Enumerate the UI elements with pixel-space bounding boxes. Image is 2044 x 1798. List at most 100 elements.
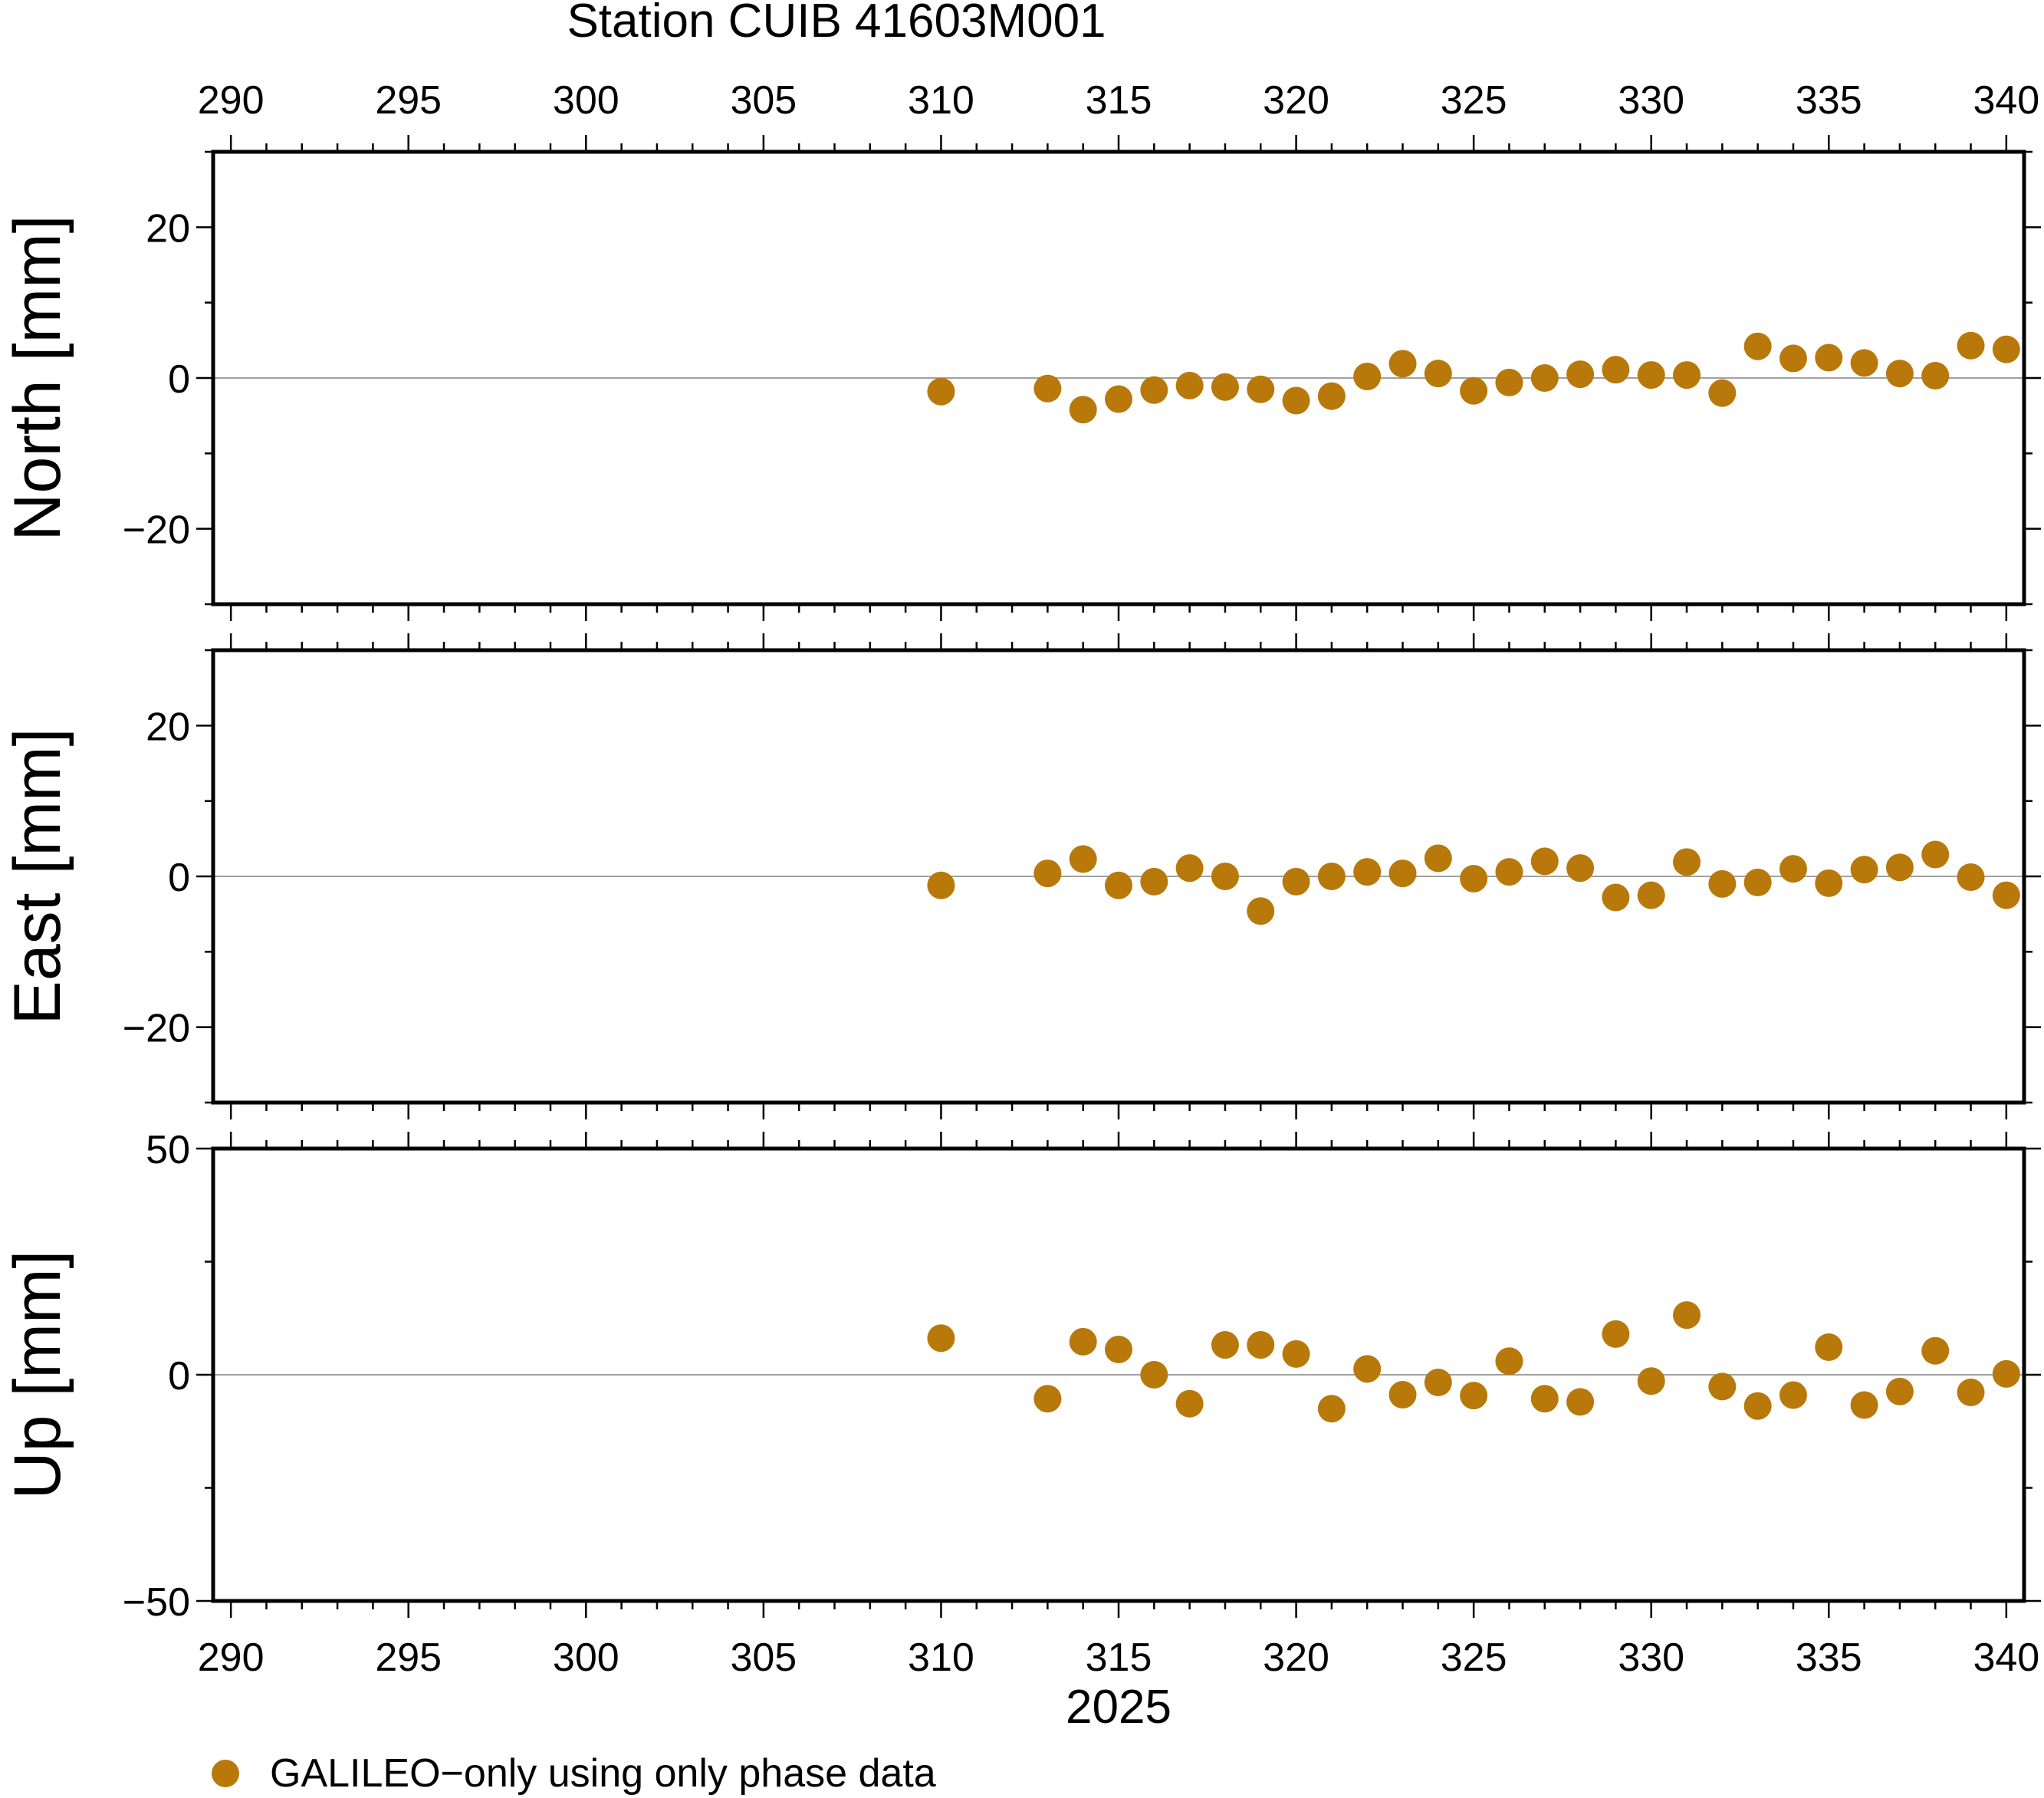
data-point: [1637, 881, 1665, 909]
data-point: [1247, 375, 1275, 403]
data-point: [1105, 385, 1132, 413]
data-point: [1637, 1367, 1665, 1395]
data-point: [1069, 845, 1097, 873]
legend-label: GALILEO−only using only phase data: [270, 1751, 936, 1796]
data-point: [1353, 858, 1382, 886]
x-tick-label-bottom: 305: [730, 1635, 797, 1680]
panel-label: North [mm]: [1, 215, 74, 541]
data-point: [1850, 856, 1878, 884]
data-point: [1105, 871, 1132, 899]
x-tick-label-bottom: 340: [1973, 1635, 2039, 1680]
data-point: [1388, 350, 1417, 378]
data-point: [1105, 1335, 1132, 1363]
data-point: [1211, 1331, 1239, 1359]
y-tick-label: 0: [168, 1354, 190, 1399]
data-point: [1815, 343, 1843, 372]
x-tick-label-top: 330: [1618, 78, 1684, 123]
data-point: [1850, 1391, 1878, 1419]
x-tick-label-top: 315: [1086, 78, 1152, 123]
data-point: [1388, 860, 1417, 888]
data-point: [1779, 1381, 1807, 1409]
x-tick-label-bottom: 295: [375, 1635, 442, 1680]
x-tick-label-top: 340: [1973, 78, 2039, 123]
data-point: [1460, 1382, 1488, 1410]
legend: GALILEO−only using only phase data: [212, 1751, 936, 1796]
x-tick-label-top: 325: [1441, 78, 1507, 123]
data-point: [1424, 1369, 1452, 1397]
data-point: [1743, 868, 1772, 896]
x-tick-label-bottom: 290: [198, 1635, 265, 1680]
data-point: [1815, 1333, 1843, 1362]
data-point: [1530, 847, 1559, 876]
data-point: [927, 871, 955, 899]
data-point: [1069, 396, 1097, 424]
y-tick-label: 0: [168, 856, 190, 900]
panel-label: Up [mm]: [1, 1251, 74, 1500]
data-point: [1566, 1388, 1595, 1416]
data-point: [1992, 1359, 2020, 1388]
data-point: [1992, 335, 2020, 363]
data-point: [1566, 360, 1595, 389]
x-tick-label-top: 335: [1796, 78, 1862, 123]
panel-2: 50 0 −50 Up [mm]: [1, 1128, 2041, 1625]
y-tick-label: −50: [123, 1580, 190, 1625]
data-point: [1708, 1372, 1737, 1401]
y-tick-label: −20: [123, 1007, 190, 1051]
data-point: [1140, 376, 1168, 404]
data-point: [1424, 844, 1452, 873]
data-point: [1495, 368, 1523, 396]
data-point: [1460, 864, 1488, 892]
data-point: [1211, 863, 1239, 890]
data-point: [1353, 1355, 1382, 1383]
data-point: [1921, 1336, 1950, 1365]
x-tick-label-top: 320: [1263, 78, 1329, 123]
data-point: [927, 377, 955, 406]
data-point: [1850, 349, 1878, 377]
data-point: [1885, 853, 1914, 882]
data-point: [1388, 1380, 1417, 1408]
chart-title: Station CUIB 41603M001: [567, 0, 1106, 48]
y-tick-label: 20: [146, 705, 190, 749]
data-point: [1140, 867, 1168, 896]
data-point: [1779, 855, 1807, 883]
data-point: [1175, 371, 1204, 399]
x-axis-label: 2025: [1066, 1681, 1172, 1734]
x-tick-label-bottom: 335: [1796, 1635, 1862, 1680]
data-point: [1602, 1320, 1630, 1348]
data-point: [1247, 897, 1275, 925]
x-tick-label-top: 290: [198, 78, 265, 123]
data-point: [1743, 1392, 1772, 1420]
data-point: [1282, 386, 1310, 415]
x-tick-label-top: 295: [375, 78, 442, 123]
data-point: [1317, 382, 1346, 410]
data-point: [1673, 361, 1701, 390]
data-point: [1566, 854, 1595, 883]
plot-area: 20 0 −20 North [mm] 20 0 −20 East [mm] 50 0 −50 Up …: [1, 78, 2041, 1680]
data-point: [1530, 364, 1559, 392]
x-tick-label-bottom: 325: [1441, 1635, 1507, 1680]
data-point: [1815, 869, 1843, 897]
data-point: [1957, 1379, 1985, 1407]
x-tick-label-bottom: 315: [1086, 1635, 1152, 1680]
data-point: [1069, 1327, 1097, 1356]
data-point: [1921, 362, 1950, 390]
data-point: [1495, 858, 1523, 886]
x-tick-label-bottom: 320: [1263, 1635, 1329, 1680]
data-point: [1708, 869, 1737, 898]
data-point: [1140, 1361, 1168, 1389]
data-point: [1353, 363, 1382, 391]
data-point: [1992, 881, 2020, 909]
data-point: [1317, 1395, 1346, 1423]
data-point: [1282, 1339, 1310, 1368]
data-point: [1885, 360, 1914, 388]
data-point: [1957, 331, 1985, 360]
panel-0: 20 0 −20 North [mm]: [1, 135, 2041, 621]
data-point: [1424, 360, 1452, 388]
data-point: [1317, 863, 1346, 890]
data-point: [1460, 376, 1488, 405]
x-tick-label-top: 305: [730, 78, 797, 123]
data-point: [1034, 860, 1062, 888]
data-point: [1708, 379, 1737, 407]
data-point: [1673, 1301, 1701, 1330]
data-point: [1175, 1389, 1204, 1418]
